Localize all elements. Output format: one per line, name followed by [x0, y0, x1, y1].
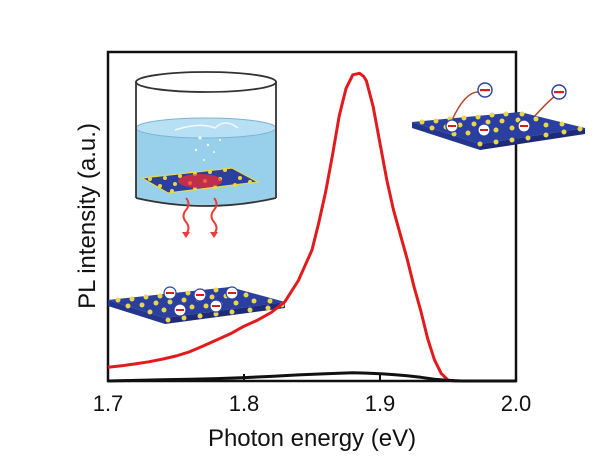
- x-tick-label: 2.0: [501, 391, 532, 416]
- x-tick-label: 1.9: [365, 391, 396, 416]
- flake-electrons-left: [108, 286, 285, 324]
- x-tick-label: 1.7: [93, 391, 124, 416]
- electron-icon: [163, 286, 239, 317]
- electron-icon: [445, 82, 567, 137]
- series-layer: [107, 71, 516, 383]
- beaker-illustration: [135, 71, 277, 238]
- series-line-0: [107, 71, 516, 383]
- x-tick-label: 1.8: [229, 391, 260, 416]
- x-ticks: 1.7 1.8 1.9 2.0: [93, 374, 532, 416]
- series-line-1: [107, 371, 516, 383]
- y-axis-title: PL intensity (a.u.): [74, 123, 101, 309]
- x-axis-title: Photon energy (eV): [208, 425, 416, 452]
- flake-electrons-right: [412, 82, 585, 150]
- plot-frame: [106, 50, 518, 383]
